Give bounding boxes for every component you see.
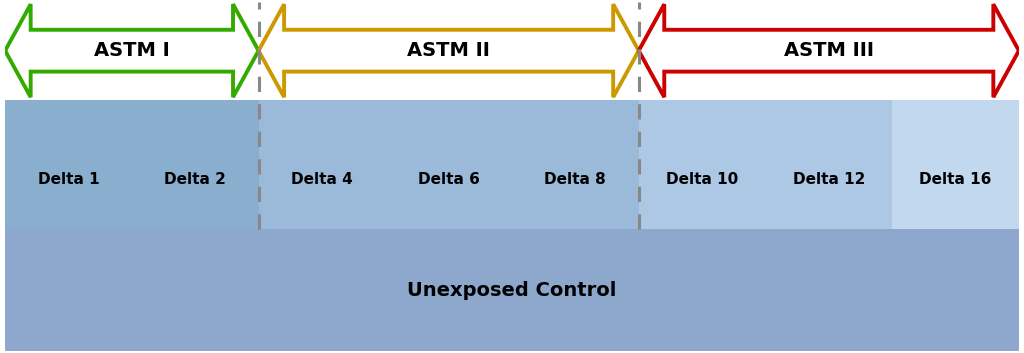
Bar <box>892 100 1019 229</box>
Bar <box>512 100 639 229</box>
Text: Delta 6: Delta 6 <box>418 172 479 187</box>
Text: Delta 4: Delta 4 <box>291 172 353 187</box>
Bar <box>5 100 132 229</box>
Text: ASTM II: ASTM II <box>408 41 490 60</box>
Text: Delta 2: Delta 2 <box>164 172 226 187</box>
Text: Delta 12: Delta 12 <box>793 172 865 187</box>
Bar <box>132 100 258 229</box>
Text: ASTM III: ASTM III <box>783 41 873 60</box>
Text: Unexposed Control: Unexposed Control <box>408 281 616 300</box>
Bar <box>385 100 512 229</box>
Bar <box>5 229 1019 351</box>
Text: Delta 10: Delta 10 <box>666 172 738 187</box>
Bar <box>639 100 766 229</box>
Text: Delta 8: Delta 8 <box>545 172 606 187</box>
Text: Delta 16: Delta 16 <box>920 172 991 187</box>
Bar <box>258 100 385 229</box>
Text: Delta 1: Delta 1 <box>38 172 99 187</box>
Text: ASTM I: ASTM I <box>94 41 170 60</box>
Bar <box>765 100 892 229</box>
